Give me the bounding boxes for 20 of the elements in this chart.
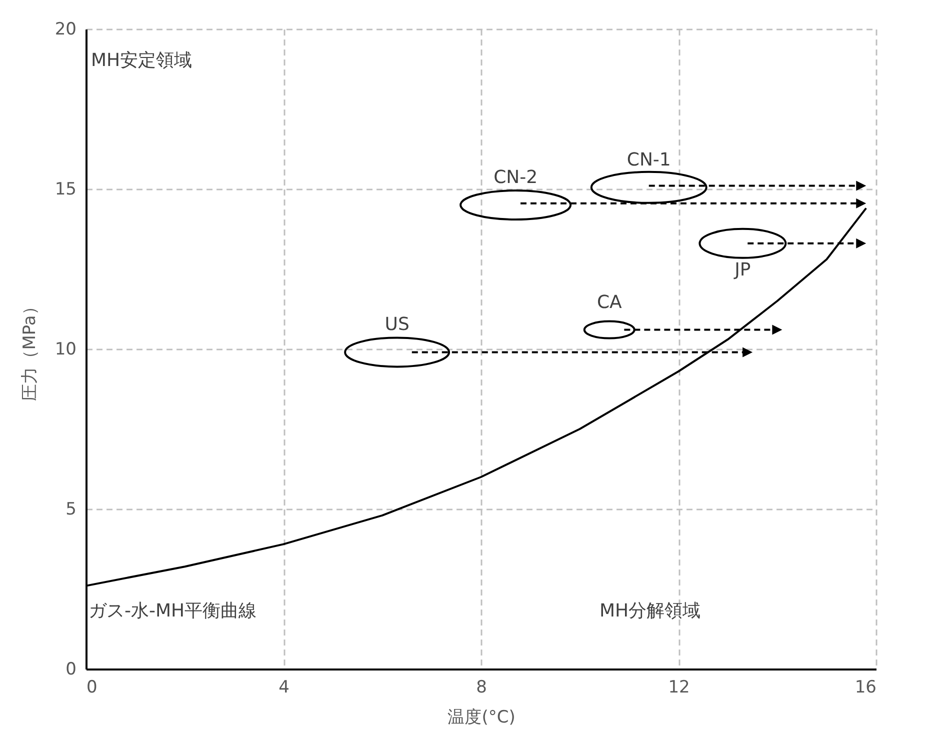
x-tick-label: 12 (668, 678, 690, 698)
y-axis-title: 圧力（MPa） (20, 298, 40, 401)
annotation: MH安定領域 (90, 50, 192, 71)
y-tick-label: 20 (54, 20, 76, 40)
x-tick-label: 0 (86, 678, 98, 698)
x-tick-label: 16 (854, 678, 876, 698)
annotation: ガス-水-MH平衡曲線 (88, 600, 257, 622)
x-tick-label: 8 (476, 678, 487, 698)
x-tick-label: 4 (278, 678, 290, 698)
annotation: CA (596, 292, 622, 313)
y-tick-label: 0 (66, 660, 76, 680)
y-tick-label: 10 (54, 340, 76, 360)
annotation: MH分解領域 (600, 600, 701, 622)
annotation: US (384, 314, 410, 336)
y-tick-label: 5 (66, 500, 76, 520)
annotation: CN-1 (626, 149, 671, 170)
annotation: CN-2 (494, 167, 538, 188)
x-axis-title: 温度(°C) (448, 708, 516, 728)
annotation: JP (734, 259, 751, 280)
y-tick-label: 15 (54, 180, 76, 200)
